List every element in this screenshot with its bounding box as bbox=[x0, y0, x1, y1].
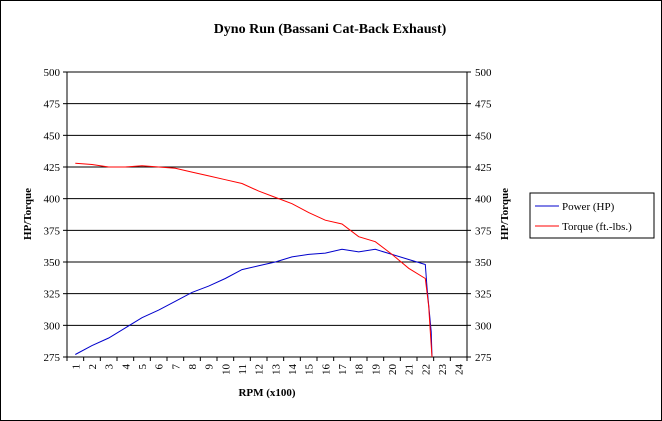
y-tick-label-left: 300 bbox=[44, 320, 61, 332]
x-tick-label: 24 bbox=[454, 364, 466, 376]
y-tick-label-right: 400 bbox=[475, 194, 492, 206]
x-axis-label: RPM (x100) bbox=[238, 387, 295, 399]
y-tick-label-left: 400 bbox=[44, 194, 61, 206]
y-tick-label-left: 500 bbox=[44, 67, 61, 79]
x-tick-labels: 1 2 3 4 5 6 7 8 9 10 11 12 13 14 15 16 17 18 19 20 21 22 23 24 bbox=[70, 364, 465, 376]
x-tick-label: 6 bbox=[154, 364, 166, 370]
y-tick-label-left: 350 bbox=[44, 257, 61, 269]
x-tick-label: 23 bbox=[437, 364, 449, 376]
y-tick-label-right: 450 bbox=[475, 130, 492, 142]
x-tick-label: 10 bbox=[220, 364, 232, 376]
x-tick-label: 11 bbox=[237, 364, 249, 375]
y-tick-labels-right: 275 300 325 350 375 400 425 450 475 500 bbox=[475, 67, 492, 364]
y-tick-labels-left: 275 300 325 350 375 400 425 450 475 500 bbox=[44, 67, 61, 364]
axes bbox=[63, 71, 471, 361]
y-tick-label-right: 425 bbox=[475, 162, 492, 174]
x-tick-label: 20 bbox=[387, 364, 399, 376]
x-tick-label: 4 bbox=[120, 364, 132, 370]
x-tick-label: 3 bbox=[104, 364, 116, 370]
y-tick-label-left: 325 bbox=[44, 289, 61, 301]
legend-label-torque: Torque (ft.-lbs.) bbox=[562, 221, 632, 233]
x-tick-label: 8 bbox=[187, 364, 199, 370]
x-tick-label: 2 bbox=[87, 364, 99, 370]
x-tick-label: 5 bbox=[137, 364, 149, 370]
x-tick-label: 21 bbox=[404, 364, 416, 375]
y-tick-label-right: 475 bbox=[475, 99, 492, 111]
y-tick-label-right: 275 bbox=[475, 352, 492, 364]
x-tick-label: 1 bbox=[70, 364, 82, 370]
legend-box bbox=[529, 192, 655, 239]
x-tick-label: 12 bbox=[254, 364, 266, 375]
y-tick-label-left: 475 bbox=[44, 99, 61, 111]
x-tick-label: 19 bbox=[370, 364, 382, 376]
series-lines bbox=[75, 162, 433, 358]
y-axis-label-left: HP/Torque bbox=[22, 188, 34, 240]
y-tick-label-right: 350 bbox=[475, 257, 492, 269]
gridlines bbox=[67, 71, 467, 326]
y-tick-label-right: 325 bbox=[475, 289, 492, 301]
x-tick-label: 22 bbox=[420, 364, 432, 375]
x-tick-label: 18 bbox=[354, 364, 366, 376]
series-line-power bbox=[75, 248, 433, 358]
y-tick-label-right: 500 bbox=[475, 67, 492, 79]
y-tick-label-left: 450 bbox=[44, 130, 61, 142]
y-tick-label-left: 275 bbox=[44, 352, 61, 364]
x-tick-label: 15 bbox=[304, 364, 316, 376]
legend-label-power: Power (HP) bbox=[562, 201, 615, 213]
y-tick-label-left: 375 bbox=[44, 225, 61, 237]
x-tick-label: 17 bbox=[337, 364, 349, 376]
x-tick-label: 9 bbox=[204, 364, 216, 370]
x-tick-label: 16 bbox=[320, 364, 332, 376]
x-tick-label: 7 bbox=[170, 364, 182, 370]
x-tick-label: 14 bbox=[287, 364, 299, 376]
chart-title: Dyno Run (Bassani Cat-Back Exhaust) bbox=[214, 22, 447, 37]
series-line-torque bbox=[75, 162, 433, 358]
y-axis-label-right: HP/Torque bbox=[499, 188, 511, 240]
x-tick-label: 13 bbox=[270, 364, 282, 376]
y-tick-label-right: 300 bbox=[475, 320, 492, 332]
y-tick-label-left: 425 bbox=[44, 162, 61, 174]
legend: Power (HP) Torque (ft.-lbs.) bbox=[529, 192, 655, 239]
y-tick-label-right: 375 bbox=[475, 225, 492, 237]
